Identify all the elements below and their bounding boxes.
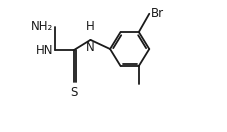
Text: N: N	[86, 41, 94, 54]
Text: S: S	[69, 86, 77, 99]
Text: Br: Br	[150, 7, 163, 20]
Text: NH₂: NH₂	[31, 20, 53, 33]
Text: H: H	[86, 20, 94, 33]
Text: HN: HN	[36, 44, 53, 57]
